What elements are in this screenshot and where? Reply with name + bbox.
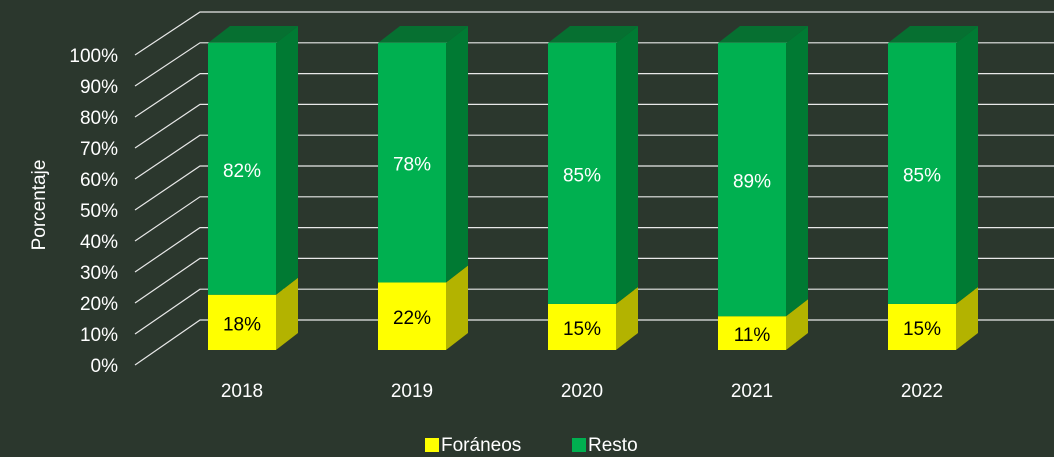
y-tick-label: 70% — [80, 139, 118, 160]
y-tick-label: 100% — [69, 46, 118, 67]
legend-label: Resto — [588, 435, 638, 456]
data-label: 11% — [734, 325, 771, 346]
data-label: 18% — [223, 314, 261, 335]
y-tick-label: 90% — [80, 77, 118, 98]
x-tick-label: 2021 — [731, 381, 773, 402]
x-tick-label: 2022 — [901, 381, 943, 402]
bar-side — [786, 299, 808, 350]
y-axis-label: Porcentaje — [29, 160, 50, 251]
bar-top — [548, 26, 638, 43]
bar-side — [446, 26, 468, 283]
bar — [208, 43, 276, 295]
data-label: 15% — [903, 319, 941, 340]
data-label: 89% — [733, 172, 771, 193]
bar-top — [718, 26, 808, 43]
y-tick-label: 0% — [91, 356, 119, 377]
data-label: 85% — [563, 165, 601, 186]
data-label: 78% — [393, 155, 431, 176]
y-tick-label: 30% — [80, 263, 118, 284]
y-tick-label: 20% — [80, 294, 118, 315]
bar — [718, 43, 786, 317]
y-tick-label: 40% — [80, 232, 118, 253]
bar-top — [378, 26, 468, 43]
x-tick-label: 2019 — [391, 381, 433, 402]
bar-side — [956, 286, 978, 350]
bar-top — [888, 26, 978, 43]
bar-side — [616, 26, 638, 304]
grid-line — [134, 11, 1054, 56]
x-tick-label: 2018 — [221, 381, 263, 402]
bar-side — [616, 286, 638, 350]
y-tick-label: 60% — [80, 170, 118, 191]
bar-side — [446, 265, 468, 350]
legend-label: Foráneos — [441, 435, 521, 456]
bar — [888, 43, 956, 304]
data-label: 82% — [223, 161, 261, 182]
bar — [548, 43, 616, 304]
data-label: 22% — [393, 308, 431, 329]
bar-side — [276, 26, 298, 295]
x-tick-label: 2020 — [561, 381, 603, 402]
data-label: 15% — [563, 319, 601, 340]
bar-top — [208, 26, 298, 43]
bar — [378, 282, 446, 350]
bar — [208, 294, 276, 350]
bar-side — [276, 277, 298, 350]
bar — [888, 303, 956, 350]
bar-side — [956, 26, 978, 304]
legend-swatch — [572, 438, 586, 452]
y-tick-label: 10% — [80, 325, 118, 346]
y-tick-label: 80% — [80, 108, 118, 129]
legend-swatch — [425, 438, 439, 452]
bar — [718, 316, 786, 350]
bar — [378, 43, 446, 283]
data-label: 85% — [903, 165, 941, 186]
bar-side — [786, 26, 808, 317]
bar — [548, 303, 616, 350]
y-tick-label: 50% — [80, 201, 118, 222]
